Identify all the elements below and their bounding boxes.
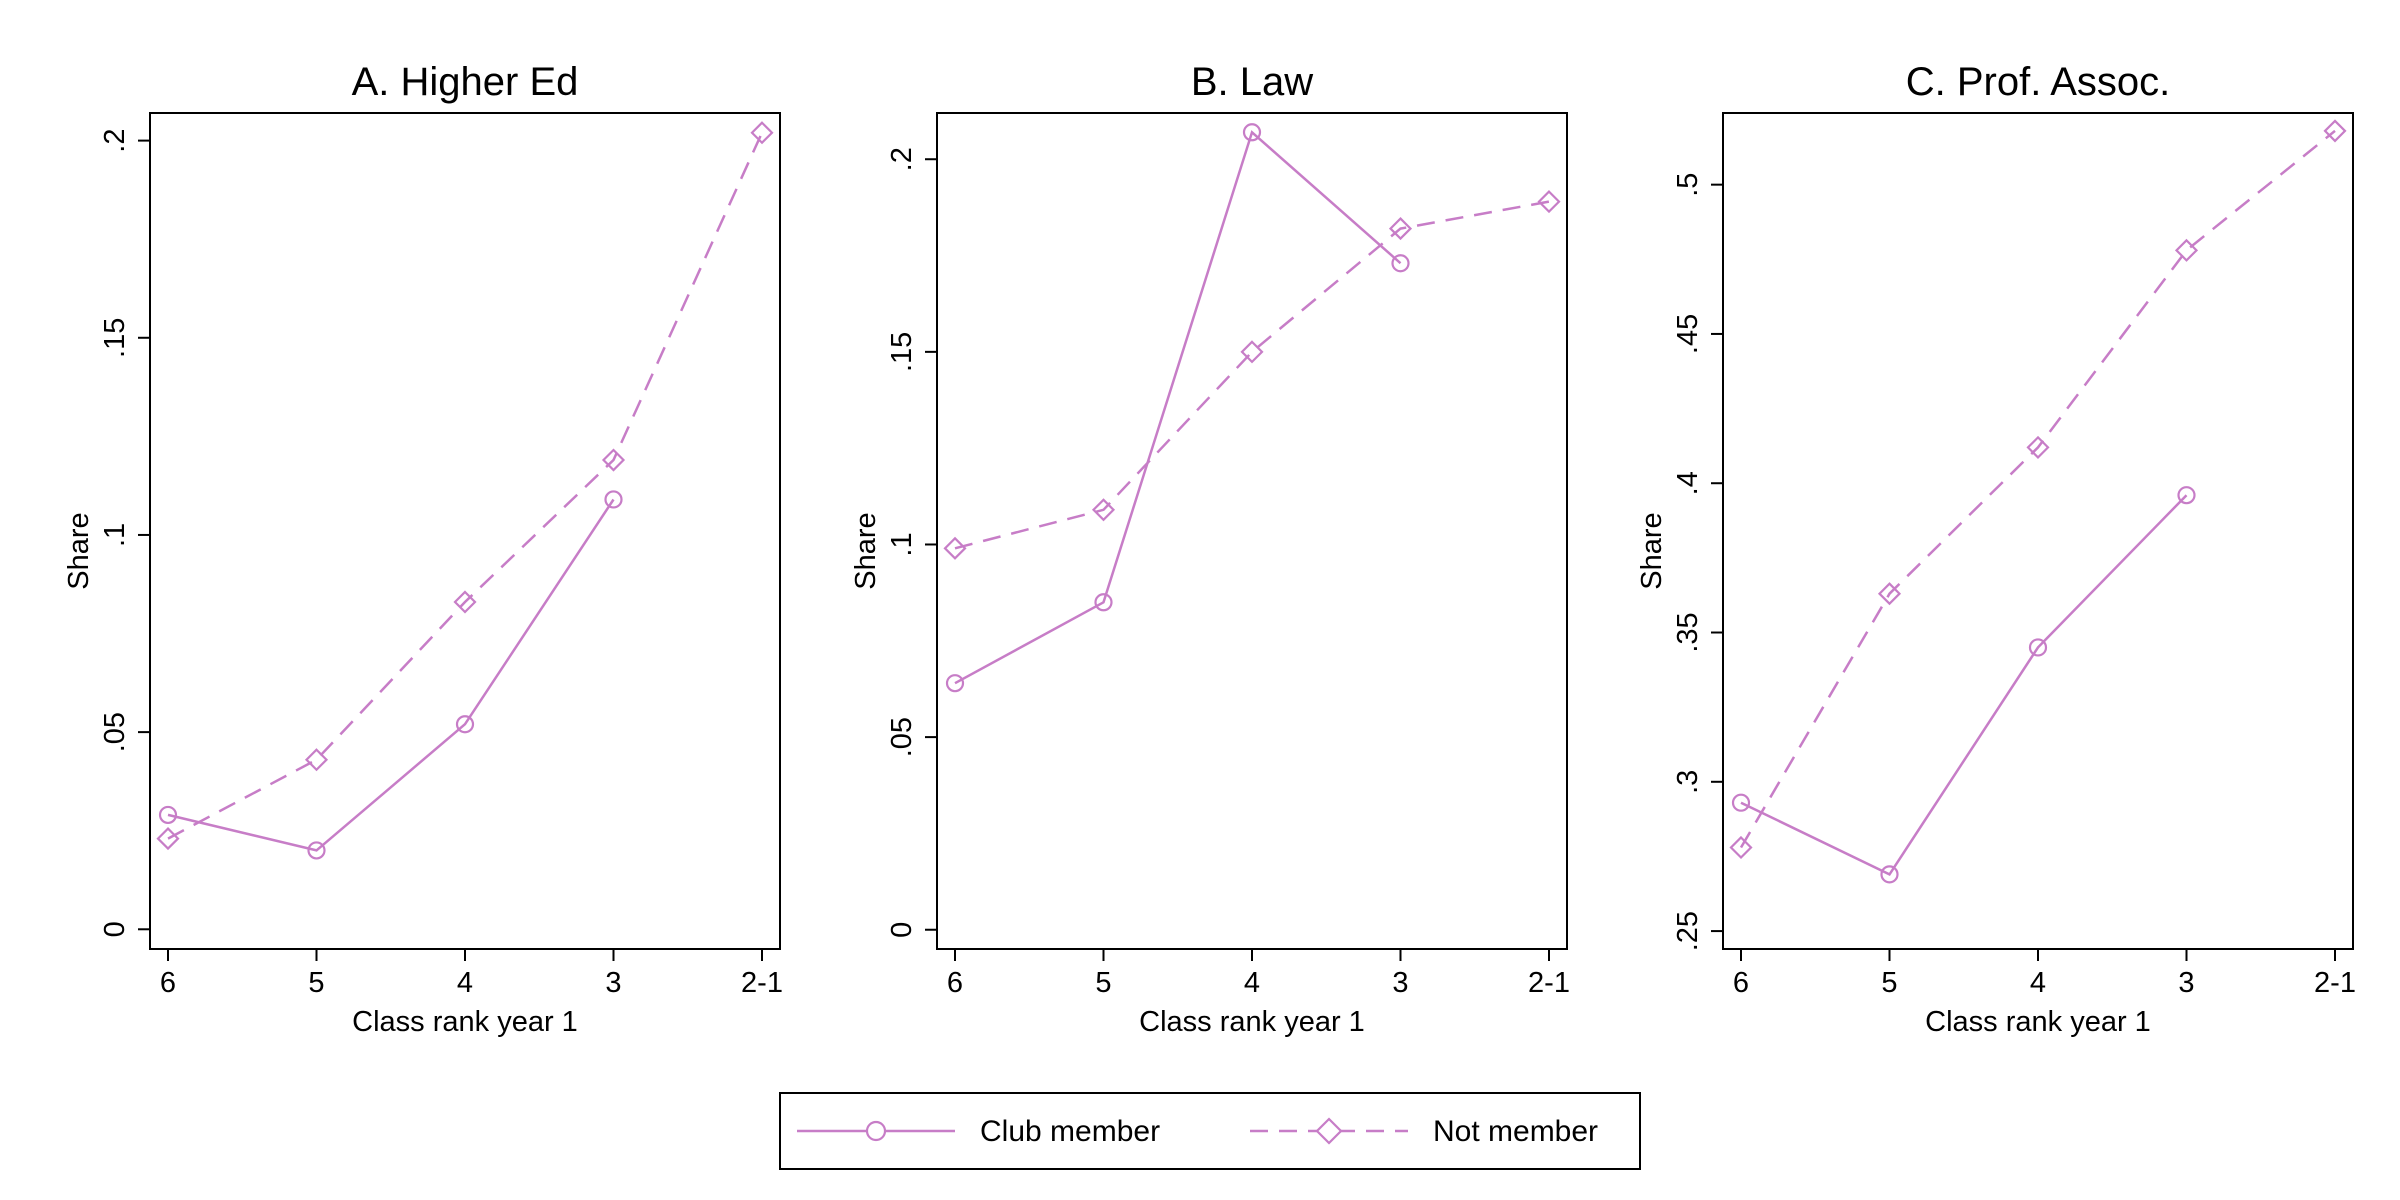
y-tick-label: .1 (886, 532, 918, 556)
data-point-not-member (943, 536, 967, 560)
data-point-not-member (2323, 119, 2347, 143)
data-point-club-member (1880, 865, 1899, 884)
data-point-not-member (1240, 340, 1264, 364)
data-point-club-member (1094, 593, 1113, 612)
legend: Club member Not member (779, 1092, 1641, 1170)
x-axis-label: Class rank year 1 (1925, 1006, 2151, 1038)
x-tick-label: 6 (947, 967, 963, 999)
x-tick-label: 2-1 (741, 967, 783, 999)
data-point-club-member (2028, 638, 2048, 657)
y-tick-label: 0 (886, 922, 918, 938)
x-tick-label: 3 (605, 967, 621, 999)
legend-label-not-member: Not member (1433, 1115, 1598, 1148)
data-point-club-member (1391, 254, 1410, 273)
data-point-not-member (2026, 435, 2050, 459)
x-tick-label: 6 (1733, 967, 1749, 999)
x-tick-label: 3 (2178, 967, 2194, 999)
y-tick-label: .05 (99, 712, 131, 752)
x-tick-label: 5 (1095, 967, 1111, 999)
data-point-not-member (601, 448, 626, 472)
data-point-club-member (2177, 486, 2196, 505)
data-point-not-member (750, 121, 774, 145)
data-point-club-member (307, 841, 326, 860)
x-tick-label: 4 (457, 967, 473, 999)
data-point-club-member (158, 805, 178, 825)
x-tick-label: 5 (1881, 967, 1897, 999)
y-tick-label: .05 (886, 717, 918, 757)
data-point-club-member (1731, 793, 1751, 812)
data-point-not-member (1388, 217, 1413, 241)
y-axis-label: Share (1636, 512, 1668, 589)
y-tick-label: .15 (886, 332, 918, 372)
panel-title: A. Higher Ed (352, 60, 579, 104)
x-tick-label: 2-1 (2314, 967, 2356, 999)
y-tick-label: .1 (99, 523, 131, 547)
data-point-not-member (1877, 582, 1902, 606)
data-point-club-member (604, 490, 623, 509)
legend-label-club-member: Club member (980, 1115, 1160, 1148)
y-tick-label: .15 (99, 318, 131, 358)
x-tick-label: 2-1 (1528, 967, 1570, 999)
series-line-club-member (954, 130, 1402, 685)
y-tick-label: .2 (886, 147, 918, 171)
legend-frame (779, 1092, 1641, 1170)
series-line-not-member (167, 132, 764, 840)
panel-c-prof-assoc: C. Prof. Assoc. 6 5 4 3 2-1 Class rank year 1.… (1636, 60, 2356, 1038)
y-tick-label: .25 (1672, 911, 1704, 951)
panel-a-higher-ed: A. Higher Ed 6 5 4 3 2-1 Class rank year 1 0 .05… (63, 60, 783, 1038)
data-point-not-member (1537, 190, 1561, 214)
y-tick-label: .45 (1672, 314, 1704, 354)
legend-marker-not-member (1315, 1117, 1343, 1145)
y-tick-label: .35 (1672, 612, 1704, 652)
y-tick-label: 0 (99, 921, 131, 937)
data-point-not-member (2174, 238, 2199, 262)
data-point-not-member (1729, 835, 1753, 860)
data-point-not-member (1091, 498, 1116, 522)
x-tick-label: 3 (1392, 967, 1408, 999)
y-tick-label: .4 (1672, 471, 1704, 495)
x-tick-label: 6 (160, 967, 176, 999)
y-axis-label: Share (850, 512, 882, 589)
y-tick-label: .5 (1672, 173, 1704, 197)
x-axis-label: Class rank year 1 (352, 1006, 578, 1038)
y-tick-label: .2 (99, 129, 131, 153)
series-line-not-member (954, 200, 1550, 550)
panel-title: C. Prof. Assoc. (1906, 60, 2171, 104)
x-tick-label: 4 (1244, 967, 1260, 999)
series-line-not-member (1739, 129, 2336, 849)
panel-title: B. Law (1191, 60, 1313, 104)
panel-b-law: B. Law 6 5 4 3 2-1 Class rank year 1 0 .05 .1 .15.… (850, 60, 1570, 1038)
data-point-not-member (304, 748, 329, 772)
series-line-club-member (1740, 494, 2188, 877)
legend-marker-club-member (865, 1120, 887, 1142)
data-point-not-member (156, 827, 180, 851)
series-line-club-member (167, 498, 615, 852)
data-point-club-member (455, 715, 475, 734)
data-point-club-member (1242, 123, 1262, 142)
data-point-not-member (453, 590, 477, 614)
y-axis-label: Share (63, 512, 95, 589)
y-tick-label: .3 (1672, 770, 1704, 794)
x-tick-label: 5 (308, 967, 324, 999)
data-point-club-member (945, 674, 965, 693)
x-axis-label: Class rank year 1 (1139, 1006, 1365, 1038)
x-tick-label: 4 (2030, 967, 2046, 999)
